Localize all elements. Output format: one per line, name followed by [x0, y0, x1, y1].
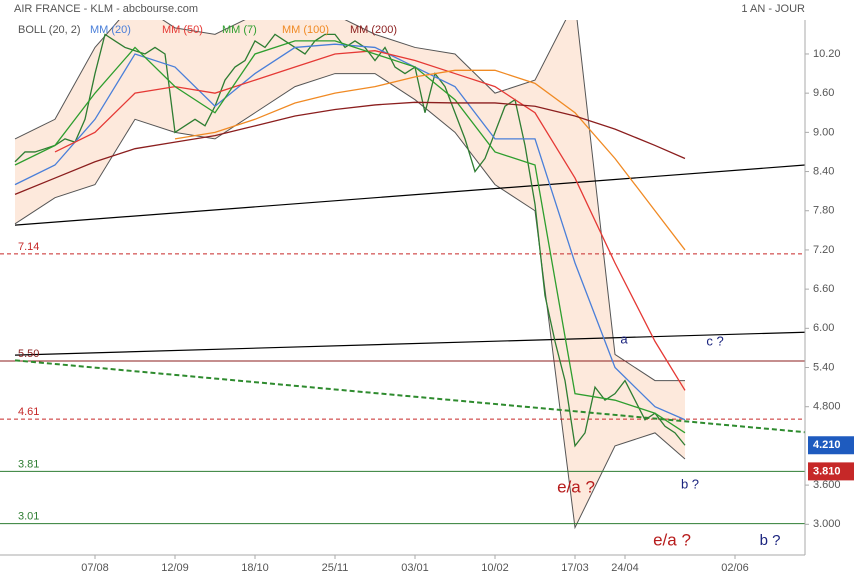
annotation: c ? — [706, 333, 723, 348]
annotation: b ? — [760, 532, 781, 549]
bollinger-upper — [14, 20, 685, 382]
level-label: 3.01 — [18, 511, 39, 523]
annotation: b ? — [681, 476, 699, 491]
trendline — [14, 164, 805, 226]
y-tick-label: 10.20 — [813, 48, 841, 60]
x-tick-label: 02/06 — [721, 562, 749, 574]
bollinger-lower — [14, 73, 686, 530]
trendline — [14, 359, 805, 434]
chart-subtitle: 1 AN - JOUR — [741, 3, 805, 15]
legend-item: MM (7) — [222, 24, 257, 36]
y-tick-label: 3.000 — [813, 518, 841, 530]
level-label: 7.14 — [18, 241, 39, 253]
annotation: a — [620, 331, 628, 346]
x-tick-label: 17/03 — [561, 562, 589, 574]
trendline — [14, 331, 805, 356]
annotation: e/a ? — [557, 477, 595, 496]
legend-item: MM (50) — [162, 24, 203, 36]
legend-item: MM (200) — [350, 24, 397, 36]
y-tick-label: 7.20 — [813, 244, 834, 256]
x-tick-label: 18/10 — [241, 562, 269, 574]
y-tick-label: 8.40 — [813, 165, 834, 177]
y-tick-label: 7.80 — [813, 205, 834, 217]
moving-average — [54, 50, 686, 391]
annotation: e/a ? — [653, 530, 691, 549]
price-line — [14, 33, 686, 448]
y-tick-label: 5.40 — [813, 361, 834, 373]
legend-item: MM (100) — [282, 24, 329, 36]
overlay: 7.14 5.50 4.61 3.81 3.01 a c ? b ? e/a ? e/a ? b ? — [18, 241, 780, 550]
chart-title: AIR FRANCE - KLM - abcbourse.com — [14, 3, 198, 15]
moving-average — [14, 40, 686, 434]
legend-item: MM (20) — [90, 24, 131, 36]
x-tick-label: 10/02 — [481, 562, 509, 574]
x-tick-label: 07/08 — [81, 562, 109, 574]
legend-item: BOLL (20, 2) — [18, 24, 81, 36]
price-tag — [808, 462, 854, 481]
moving-average — [14, 101, 686, 196]
y-tick-label: 9.60 — [813, 87, 834, 99]
level-label: 4.61 — [18, 406, 39, 418]
level-label: 5.50 — [18, 348, 39, 360]
plot-area — [0, 20, 805, 530]
y-tick-label: 6.60 — [813, 283, 834, 295]
level-label: 3.81 — [18, 458, 39, 470]
price-tag-label: 3.810 — [813, 465, 841, 477]
x-tick-label: 25/11 — [322, 562, 349, 574]
y-tick-label: 4.800 — [813, 401, 841, 413]
bollinger-fill — [15, 20, 685, 528]
y-tick-label: 9.00 — [813, 126, 834, 138]
x-tick-label: 03/01 — [401, 562, 429, 574]
price-tag-label: 4.210 — [813, 439, 841, 451]
x-tick-label: 24/04 — [611, 562, 639, 574]
price-tag — [808, 436, 854, 455]
x-tick-label: 12/09 — [161, 562, 189, 574]
moving-average — [174, 69, 686, 251]
y-tick-label: 3.600 — [813, 479, 841, 491]
y-tick-label: 6.00 — [813, 322, 834, 334]
moving-average — [14, 43, 686, 421]
